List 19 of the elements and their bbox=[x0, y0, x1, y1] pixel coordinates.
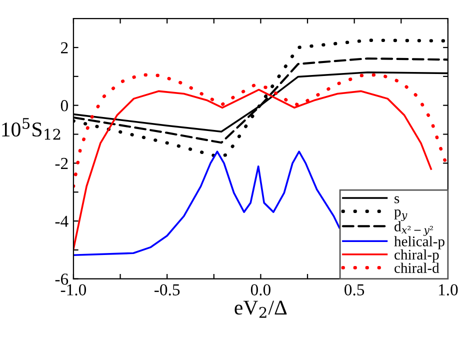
y-tick-label: 2 bbox=[61, 42, 68, 54]
y-axis-title: 10$^{5}$S$_{12}$ bbox=[2, 118, 60, 140]
x-tick-label: 0.5 bbox=[344, 284, 364, 296]
y-tick-label: -2 bbox=[55, 158, 68, 169]
legend-label: chiral-d bbox=[394, 262, 440, 273]
x-tick-label: -1.0 bbox=[60, 284, 86, 296]
x-tick-label: -0.5 bbox=[154, 284, 180, 296]
legend-label: d$_{x²−y²}$ bbox=[394, 221, 433, 236]
x-tick-label: 1.0 bbox=[438, 284, 458, 296]
x-axis-title: eV$_{2}$/Δ bbox=[234, 300, 287, 318]
legend-label: chiral-p bbox=[394, 249, 439, 263]
legend-label: p$_{y}$ bbox=[394, 209, 408, 221]
y-tick-label: 0 bbox=[60, 100, 68, 112]
y-tick-label: -6 bbox=[55, 274, 68, 285]
legend-label: s bbox=[394, 196, 400, 204]
line-series bbox=[73, 150, 340, 256]
y-tick-label: -4 bbox=[55, 216, 68, 227]
x-tick-label: 0.0 bbox=[250, 284, 270, 296]
legend-label: helical-p bbox=[394, 236, 444, 250]
